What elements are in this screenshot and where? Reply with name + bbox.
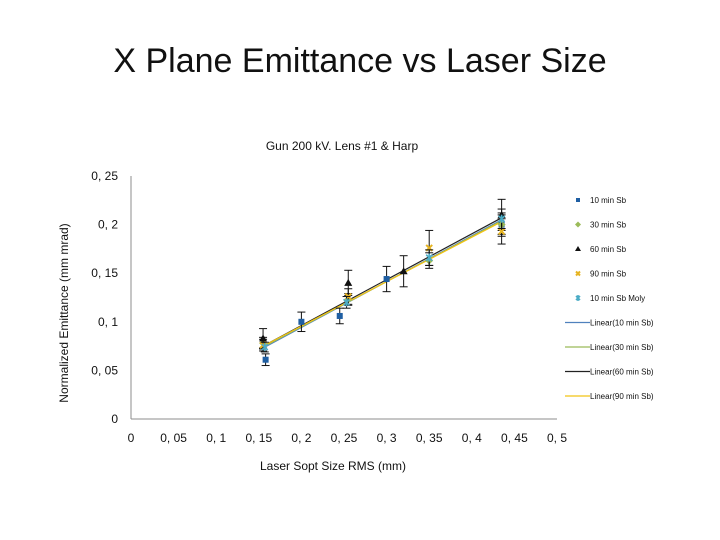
x-tick-label: 0, 15 [245,431,272,445]
star-marker [261,343,269,352]
legend-item: Linear(90 min Sb) [565,392,654,401]
y-tick-label: 0, 1 [98,315,118,329]
legend-label: 60 min Sb [590,245,627,254]
x-tick-label: 0, 45 [501,431,528,445]
series-group [259,198,506,349]
plot-area [130,176,557,420]
x-tick-label: 0 [128,431,135,445]
x-axis-ticks: 0 0, 05 0, 1 0, 15 0, 2 0, 25 0, 3 0, 35 0, 4 0, … [128,431,568,445]
legend-item: Linear(60 min Sb) [565,368,654,377]
x-tick-label: 0, 25 [331,431,358,445]
triangle-marker [344,278,353,286]
square-marker [298,318,305,325]
legend-label: Linear(90 min Sb) [590,392,654,401]
legend-item: 60 min Sb [575,245,627,254]
legend-label: 10 min Sb [590,196,627,205]
x-tick-label: 0, 5 [547,431,567,445]
square-marker [383,276,390,283]
legend-label: 10 min Sb Moly [590,294,645,303]
x-tick-label: 0, 05 [160,431,187,445]
y-tick-label: 0, 05 [91,363,118,377]
x-tick-label: 0, 1 [206,431,226,445]
star-marker [342,298,351,307]
square-marker [336,312,343,319]
star-marker [425,253,433,262]
y-axis-ticks: 0 0, 05 0, 1 0, 15 0, 2 0, 25 [91,169,118,426]
legend-item: 30 min Sb [575,221,627,230]
legend-item: 10 min Sb [576,196,627,205]
x-tick-label: 0, 2 [291,431,311,445]
series-group [260,208,506,353]
square-marker [262,356,269,363]
triangle-marker [575,246,581,251]
diamond-marker [575,221,581,228]
x-axis-title: Laser Sopt Size RMS (mm) [260,459,406,473]
x-tick-label: 0, 35 [416,431,443,445]
legend-label: Linear(10 min Sb) [590,319,654,328]
triangle-marker [399,267,408,275]
star-marker [575,295,581,301]
trendline [262,221,502,347]
trendlines [262,217,502,349]
legend-label: Linear(60 min Sb) [590,368,654,377]
legend-item: Linear(30 min Sb) [565,343,654,352]
legend-item: 10 min Sb Moly [575,294,645,303]
y-tick-label: 0, 2 [98,218,118,232]
y-tick-label: 0, 25 [91,169,118,183]
legend-item: 90 min Sb [575,270,627,279]
legend-label: 90 min Sb [590,270,627,279]
series-points [259,198,506,367]
x-marker [497,227,506,236]
x-tick-label: 0, 4 [462,431,482,445]
x-tick-label: 0, 3 [377,431,397,445]
legend: 10 min Sb 30 min Sb 60 min Sb 90 min Sb 10 m… [565,196,654,401]
square-marker [576,198,580,202]
y-tick-label: 0, 15 [91,266,118,280]
legend-label: 30 min Sb [590,221,627,230]
chart-title: Gun 200 kV. Lens #1 & Harp [266,139,419,153]
slide-title: X Plane Emittance vs Laser Size [113,42,607,80]
legend-label: Linear(30 min Sb) [590,343,654,352]
x-marker [575,270,581,277]
legend-item: Linear(10 min Sb) [565,319,654,328]
y-axis-title: Normalized Emittance (mm mrad) [57,223,71,402]
y-tick-label: 0 [111,412,118,426]
star-marker [498,214,506,223]
